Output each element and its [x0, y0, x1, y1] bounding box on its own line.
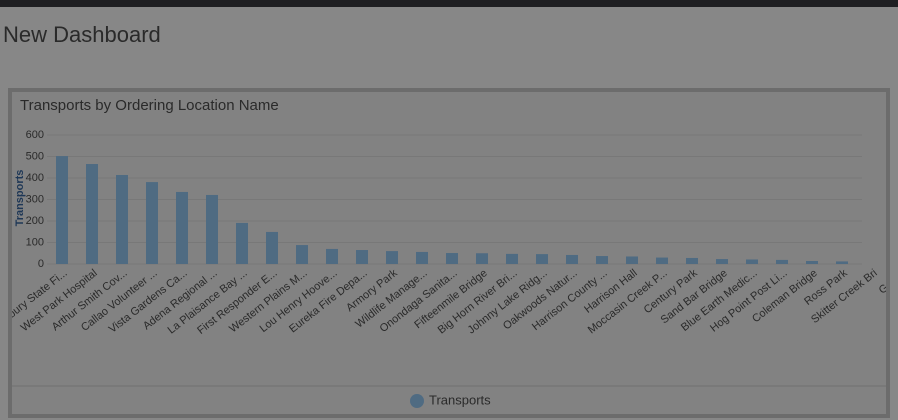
bar: [626, 256, 638, 264]
bar: [806, 260, 818, 264]
legend-marker: [410, 394, 424, 408]
bar: [206, 194, 218, 264]
y-tick-label: 300: [26, 193, 44, 205]
bar: [746, 259, 758, 264]
bar: [326, 248, 338, 264]
bar: [116, 174, 128, 264]
bar: [566, 254, 578, 264]
dashboard-title: New Dashboard: [3, 22, 161, 47]
bar: [146, 182, 158, 264]
y-tick-label: 500: [26, 150, 44, 162]
y-axis-label: Transports: [14, 170, 26, 227]
bar: [416, 251, 428, 264]
bar: [446, 253, 458, 264]
top-bar: [0, 0, 898, 7]
bar: [236, 222, 248, 264]
bar: [656, 257, 668, 264]
bar: [266, 231, 278, 264]
bar: [536, 254, 548, 264]
y-tick-label: 200: [26, 215, 44, 227]
bar: [596, 256, 608, 264]
legend-label: Transports: [429, 392, 491, 407]
chart-title: Transports by Ordering Location Name: [20, 97, 279, 114]
bar: [476, 253, 488, 264]
bar: [776, 259, 788, 264]
bar: [356, 250, 368, 264]
y-tick-label: 100: [26, 236, 44, 248]
bar: [56, 156, 68, 264]
bar: [296, 245, 308, 264]
bar: [386, 251, 398, 264]
y-tick-label: 600: [26, 129, 44, 141]
y-tick-label: 400: [26, 172, 44, 184]
bar: [506, 253, 518, 264]
bar: [716, 259, 728, 264]
bar: [686, 257, 698, 264]
bar: [836, 261, 848, 264]
bar: [86, 164, 98, 264]
y-tick-label: 0: [38, 258, 44, 270]
chart-panel[interactable]: [8, 88, 890, 418]
bar: [176, 191, 188, 264]
